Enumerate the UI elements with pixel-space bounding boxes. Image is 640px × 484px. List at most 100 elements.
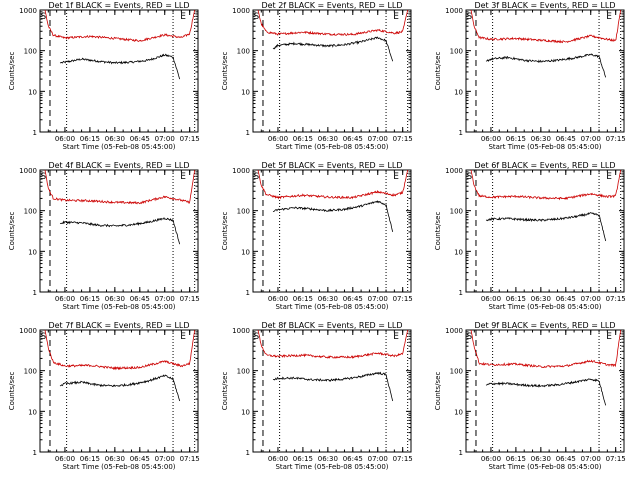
y-tick-label: 10	[454, 248, 463, 256]
x-tick-label: 07:15	[393, 295, 413, 303]
x-tick-label: 06:30	[105, 455, 125, 463]
end-marker: E	[393, 332, 399, 342]
plot-frame	[252, 169, 412, 293]
series-events-line	[485, 378, 607, 406]
y-tick-label: 1000	[445, 327, 463, 335]
x-tick-label: 07:00	[368, 295, 388, 303]
panel-det-2: Det 2f BLACK = Events, RED = LLD 1 10 100 10…	[221, 1, 413, 151]
y-tick-label: 10	[241, 88, 250, 96]
x-tick-label: 06:00	[268, 455, 288, 463]
panel-det-6: Det 6f BLACK = Events, RED = LLD 1 10 100 10…	[434, 161, 626, 311]
series-lld-line	[44, 329, 196, 371]
y-tick-label: 1000	[232, 327, 250, 335]
x-tick-label: 07:00	[581, 135, 601, 143]
x-tick-label: 07:15	[180, 455, 200, 463]
y-tick-label: 1	[459, 289, 463, 297]
panel-title: Det 5f BLACK = Events, RED = LLD	[261, 161, 402, 170]
x-tick-label: 06:45	[556, 455, 576, 463]
panel-det-1: Det 1f BLACK = Events, RED = LLD 1 10 100 10…	[8, 1, 200, 151]
y-tick-label: 1	[246, 449, 250, 457]
x-tick-label: 07:15	[606, 455, 626, 463]
series-lld-line	[470, 169, 622, 201]
y-axis-label: Counts/sec	[221, 372, 229, 411]
y-tick-label: 1000	[445, 7, 463, 15]
x-tick-label: 07:00	[155, 135, 175, 143]
x-tick-label: 07:15	[393, 135, 413, 143]
panel-det-7: Det 7f BLACK = Events, RED = LLD 1 10 100 10…	[8, 321, 200, 471]
x-tick-label: 06:15	[506, 295, 526, 303]
x-tick-label: 06:45	[343, 455, 363, 463]
y-axis-label: Counts/sec	[8, 212, 16, 251]
x-tick-label: 06:30	[105, 135, 125, 143]
panel-title: Det 4f BLACK = Events, RED = LLD	[48, 161, 189, 170]
series-events-line	[272, 200, 394, 233]
x-tick-label: 06:45	[343, 295, 363, 303]
x-tick-label: 07:15	[393, 455, 413, 463]
plot-frame	[39, 169, 199, 293]
end-marker: E	[180, 12, 186, 22]
panel-det-5: Det 5f BLACK = Events, RED = LLD 1 10 100 10…	[221, 161, 413, 311]
x-tick-label: 06:15	[293, 295, 313, 303]
panel-title: Det 9f BLACK = Events, RED = LLD	[474, 321, 615, 330]
panel-title: Det 3f BLACK = Events, RED = LLD	[474, 1, 615, 10]
series-events-line	[59, 53, 181, 80]
end-marker: E	[393, 172, 399, 182]
x-tick-label: 07:15	[606, 295, 626, 303]
x-tick-label: 06:30	[531, 295, 551, 303]
x-axis-label: Start Time (05-Feb-08 05:45:00)	[62, 143, 175, 151]
plot-frame	[252, 9, 412, 133]
y-tick-label: 1	[33, 289, 37, 297]
y-tick-label: 1	[246, 289, 250, 297]
panel-det-9: Det 9f BLACK = Events, RED = LLD 1 10 100 10…	[434, 321, 626, 471]
start-marker: S	[40, 12, 46, 22]
series-events-line	[59, 217, 181, 245]
x-tick-label: 07:00	[368, 135, 388, 143]
plot-frame	[39, 9, 199, 133]
x-axis-label: Start Time (05-Feb-08 05:45:00)	[275, 303, 388, 311]
x-tick-label: 06:00	[268, 295, 288, 303]
x-tick-label: 06:00	[55, 455, 75, 463]
y-tick-label: 100	[24, 48, 37, 56]
panel-title: Det 2f BLACK = Events, RED = LLD	[261, 1, 402, 10]
x-axis-label: Start Time (05-Feb-08 05:45:00)	[488, 303, 601, 311]
x-axis-label: Start Time (05-Feb-08 05:45:00)	[488, 463, 601, 471]
plot-frame	[465, 9, 625, 133]
x-tick-label: 07:15	[180, 135, 200, 143]
y-tick-label: 10	[241, 408, 250, 416]
y-tick-label: 1	[33, 129, 37, 137]
y-tick-label: 1	[246, 129, 250, 137]
y-tick-label: 1000	[19, 327, 37, 335]
y-axis-label: Counts/sec	[434, 212, 442, 251]
x-tick-label: 06:00	[55, 295, 75, 303]
y-tick-label: 100	[237, 368, 250, 376]
x-tick-label: 06:00	[481, 295, 501, 303]
series-events-line	[272, 36, 394, 62]
panel-det-3: Det 3f BLACK = Events, RED = LLD 1 10 100 10…	[434, 1, 626, 151]
start-marker: S	[253, 172, 259, 182]
x-tick-label: 07:00	[581, 295, 601, 303]
x-tick-label: 06:30	[318, 455, 338, 463]
x-tick-label: 06:45	[130, 295, 150, 303]
x-tick-label: 06:45	[130, 455, 150, 463]
x-tick-label: 06:45	[556, 135, 576, 143]
y-axis-label: Counts/sec	[434, 372, 442, 411]
y-tick-label: 10	[28, 88, 37, 96]
x-tick-label: 06:45	[130, 135, 150, 143]
y-axis-label: Counts/sec	[8, 52, 16, 91]
series-lld-line	[257, 9, 409, 36]
y-tick-label: 10	[28, 248, 37, 256]
y-tick-label: 1	[33, 449, 37, 457]
x-tick-label: 07:00	[155, 455, 175, 463]
y-tick-label: 10	[28, 408, 37, 416]
y-tick-label: 1	[459, 449, 463, 457]
x-tick-label: 06:30	[531, 135, 551, 143]
y-tick-label: 1000	[19, 7, 37, 15]
series-lld-line	[257, 169, 409, 200]
y-tick-label: 1000	[232, 7, 250, 15]
y-tick-label: 10	[241, 248, 250, 256]
x-tick-label: 07:00	[581, 455, 601, 463]
start-marker: S	[40, 332, 46, 342]
y-tick-label: 10	[454, 88, 463, 96]
plot-frame	[465, 329, 625, 453]
y-tick-label: 1	[459, 129, 463, 137]
